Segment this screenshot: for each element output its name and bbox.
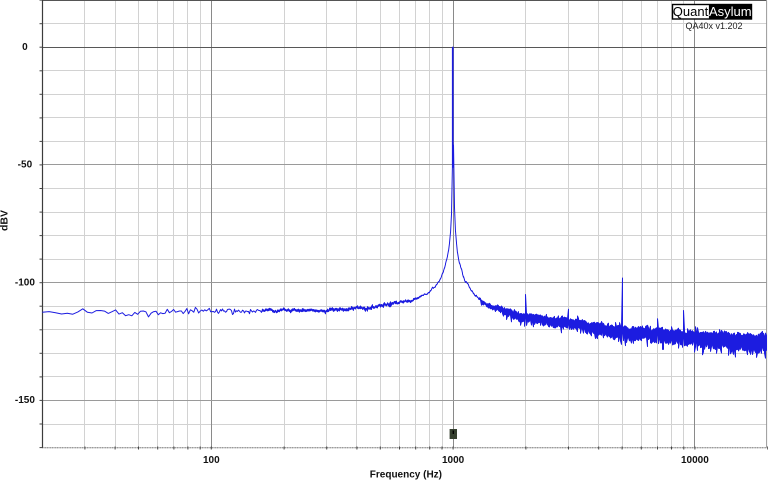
svg-text:10000: 10000 [681, 455, 709, 466]
svg-text:-50: -50 [18, 160, 33, 171]
svg-text:100: 100 [203, 455, 220, 466]
svg-text:dBV: dBV [0, 210, 11, 231]
svg-text:-150: -150 [15, 395, 35, 406]
svg-text:QA40x v1.202: QA40x v1.202 [685, 21, 742, 31]
svg-text:-100: -100 [15, 277, 35, 288]
svg-text:Asylum: Asylum [709, 4, 752, 19]
svg-text:Frequency (Hz): Frequency (Hz) [370, 469, 442, 480]
svg-text:1000: 1000 [442, 455, 465, 466]
svg-text:Quant: Quant [673, 4, 709, 19]
svg-text:0: 0 [22, 42, 28, 53]
